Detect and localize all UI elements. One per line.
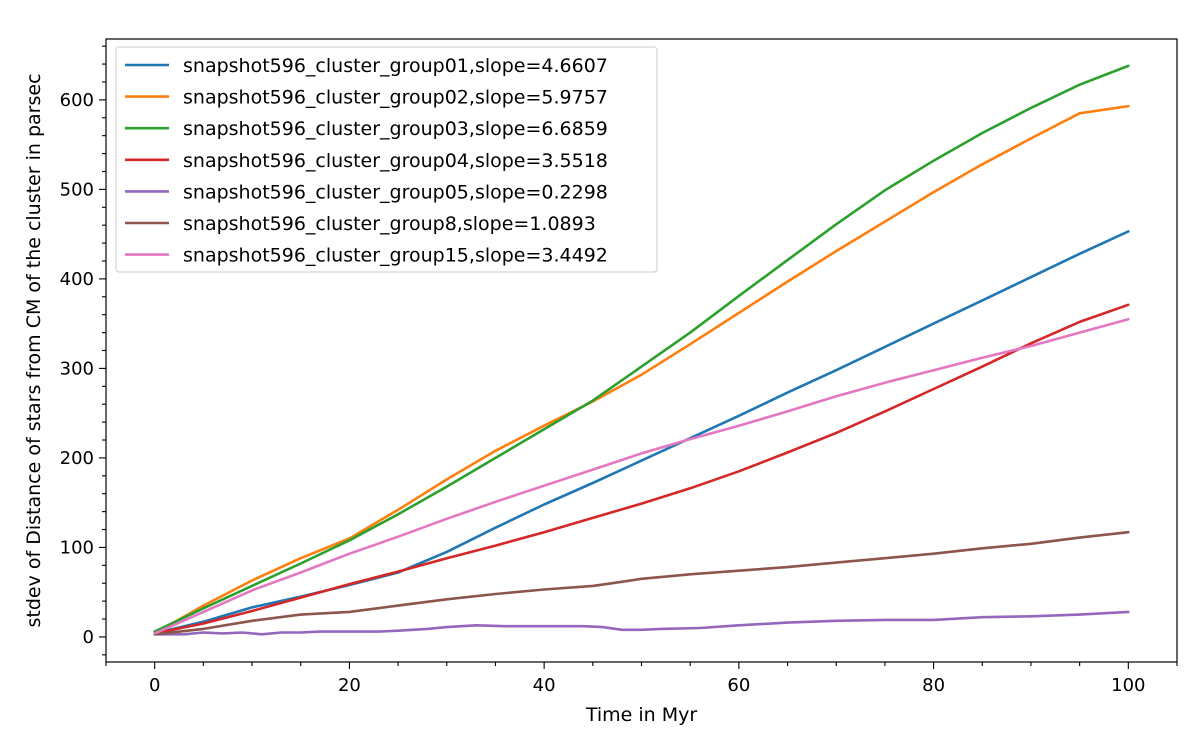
y-tick-label: 300 [60,358,94,379]
legend-label: snapshot596_cluster_group8,slope=1.0893 [183,213,596,235]
x-tick-label: 20 [338,675,361,696]
x-tick-label: 40 [533,675,556,696]
x-tick-label: 0 [149,675,160,696]
series-line-7 [153,317,1130,635]
legend-label: snapshot596_cluster_group02,slope=5.9757 [183,87,608,109]
legend-label: snapshot596_cluster_group01,slope=4.6607 [183,55,608,77]
x-tick-label: 100 [1111,675,1145,696]
legend-label: snapshot596_cluster_group04,slope=3.5518 [183,150,608,172]
y-axis-label: stdev of Distance of stars from CM of th… [23,73,45,627]
series-line-3 [153,64,1130,633]
y-tick-label: 0 [83,627,94,648]
series-line-4 [153,303,1130,635]
legend-label: snapshot596_cluster_group03,slope=6.6859 [183,118,608,140]
y-axis-ticks: 0 100 200 300 400 500 600 [60,45,106,656]
legend-box [115,46,658,273]
x-axis-ticks: 0 20 40 60 80 100 [105,662,1178,696]
y-tick-label: 100 [60,537,94,558]
series-line-6 [153,530,1130,636]
y-tick-label: 400 [60,269,94,290]
x-axis-label: Time in Myr [585,704,698,726]
x-tick-label: 80 [922,675,945,696]
series-layer [153,64,1130,636]
y-tick-label: 200 [60,448,94,469]
legend: snapshot596_cluster_group01,slope=4.6607… [115,46,658,273]
legend-label: snapshot596_cluster_group05,slope=0.2298 [183,181,608,203]
series-line-2 [153,104,1130,635]
y-tick-label: 500 [60,179,94,200]
x-tick-label: 60 [727,675,750,696]
series-line-5 [153,610,1130,636]
y-tick-label: 600 [60,90,94,111]
legend-label: snapshot596_cluster_group15,slope=3.4492 [183,245,608,267]
